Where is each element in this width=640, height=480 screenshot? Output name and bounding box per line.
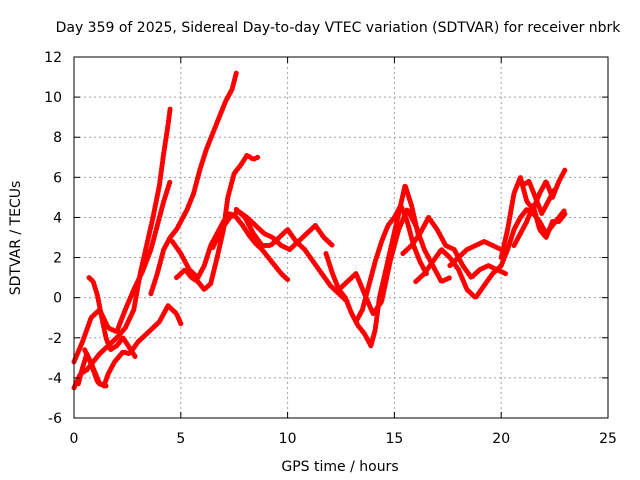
series-track-9 bbox=[210, 208, 335, 252]
series-line bbox=[73, 108, 172, 389]
y-tick-label: 4 bbox=[53, 210, 62, 226]
x-tick-label: 20 bbox=[492, 431, 510, 447]
series-markers bbox=[413, 247, 504, 301]
series-markers bbox=[86, 275, 139, 361]
series-markers bbox=[520, 178, 558, 216]
x-tick-label: 0 bbox=[70, 431, 79, 447]
series-track-4 bbox=[86, 275, 139, 361]
x-tick-label: 10 bbox=[279, 431, 297, 447]
series-markers bbox=[447, 239, 504, 269]
y-tick-label: 12 bbox=[44, 50, 62, 66]
series-track-11 bbox=[323, 182, 421, 349]
series-markers bbox=[174, 152, 261, 293]
y-tick-label: 8 bbox=[53, 130, 62, 146]
series-markers bbox=[233, 206, 350, 305]
y-tick-label: 2 bbox=[53, 251, 62, 267]
series-markers bbox=[353, 202, 429, 325]
series-markers bbox=[148, 70, 239, 297]
series-track-20 bbox=[520, 178, 558, 216]
x-tick-label: 5 bbox=[176, 431, 185, 447]
axis-ticks: 0 5 10 15 20 25 -6 -4 -2 0 2 4 6 8 10 12 bbox=[44, 50, 617, 447]
series-markers bbox=[71, 178, 173, 365]
series-markers bbox=[400, 214, 508, 281]
plot-frame bbox=[73, 56, 609, 419]
series-track-7 bbox=[174, 152, 261, 293]
series-markers bbox=[71, 106, 173, 391]
series-track-13 bbox=[353, 202, 429, 325]
series-track-16 bbox=[447, 239, 504, 269]
y-tick-label: -2 bbox=[48, 331, 62, 347]
series-track-6 bbox=[148, 70, 239, 297]
y-tick-label: -4 bbox=[48, 371, 62, 387]
series-group bbox=[71, 70, 568, 391]
series-track-2 bbox=[71, 178, 173, 365]
y-tick-label: 6 bbox=[53, 170, 62, 186]
y-tick-label: -6 bbox=[48, 411, 62, 427]
series-markers bbox=[210, 208, 335, 252]
chart-title: Day 359 of 2025, Sidereal Day-to-day VTE… bbox=[56, 20, 622, 36]
series-markers bbox=[323, 182, 421, 349]
series-markers bbox=[75, 351, 109, 389]
y-tick-label: 0 bbox=[53, 291, 62, 307]
series-track-5 bbox=[75, 351, 109, 389]
y-tick-label: 10 bbox=[44, 90, 62, 106]
series-track-15 bbox=[413, 247, 504, 301]
series-markers bbox=[511, 202, 568, 248]
y-axis-label: SDTVAR / TECUs bbox=[8, 181, 24, 296]
x-tick-label: 25 bbox=[599, 431, 617, 447]
series-track-14 bbox=[400, 214, 508, 281]
x-tick-label: 15 bbox=[385, 431, 403, 447]
series-track-19 bbox=[511, 202, 568, 248]
series-track-10 bbox=[233, 206, 350, 305]
x-axis-label: GPS time / hours bbox=[281, 459, 398, 475]
series-track-1 bbox=[71, 106, 173, 391]
